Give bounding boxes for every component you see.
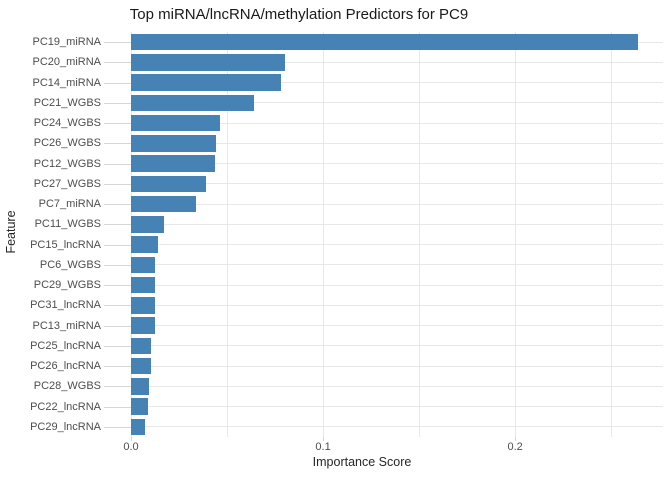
bar — [131, 337, 152, 355]
y-tick-label: PC14_miRNA — [32, 76, 101, 89]
x-tick-label: 0.2 — [507, 441, 523, 453]
y-tick-label: PC24_WGBS — [33, 117, 101, 130]
bar — [131, 398, 149, 415]
x-tick-mark — [514, 437, 516, 441]
x-tick-mark — [130, 437, 132, 441]
horizontal-gridline — [131, 203, 663, 205]
vertical-gridline — [322, 32, 324, 437]
y-tick-label: PC12_WGBS — [33, 157, 101, 170]
horizontal-gridline — [131, 406, 663, 408]
bar — [131, 256, 156, 274]
vertical-gridline — [514, 32, 516, 437]
bar — [131, 94, 255, 112]
bar — [131, 378, 150, 395]
bar — [131, 54, 285, 71]
bar — [131, 357, 151, 375]
y-tick-mark — [104, 123, 131, 125]
y-tick-mark — [104, 366, 131, 368]
y-tick-label: PC19_miRNA — [32, 36, 101, 49]
bar — [131, 317, 155, 334]
y-tick-label: PC15_lncRNA — [30, 238, 101, 251]
y-tick-label: PC7_miRNA — [38, 198, 101, 211]
y-tick-mark — [104, 102, 131, 104]
bar — [131, 418, 146, 436]
bar — [131, 195, 197, 213]
horizontal-gridline — [131, 345, 663, 347]
y-tick-mark — [104, 143, 131, 145]
horizontal-gridline — [131, 365, 663, 367]
y-tick-mark — [104, 244, 131, 246]
y-tick-mark — [104, 285, 131, 287]
y-tick-mark — [104, 62, 131, 64]
horizontal-gridline — [131, 61, 663, 63]
y-tick-label: PC21_WGBS — [33, 96, 101, 109]
y-tick-mark — [104, 264, 131, 266]
y-tick-mark — [104, 386, 131, 388]
horizontal-gridline — [131, 122, 663, 124]
y-tick-mark — [104, 325, 131, 327]
bar — [131, 155, 215, 172]
bar — [131, 297, 155, 314]
x-axis-title: Importance Score — [312, 455, 412, 469]
y-tick-label: PC26_lncRNA — [30, 360, 101, 373]
horizontal-gridline — [131, 325, 663, 327]
y-tick-mark — [104, 345, 131, 347]
y-tick-mark — [104, 163, 131, 165]
x-tick-label: 0.1 — [315, 441, 331, 453]
horizontal-gridline — [131, 223, 663, 225]
bar — [131, 175, 207, 193]
y-tick-mark — [104, 42, 131, 44]
horizontal-gridline — [131, 183, 663, 185]
horizontal-gridline — [131, 264, 663, 266]
y-tick-mark — [104, 82, 131, 84]
y-tick-label: PC22_lncRNA — [30, 400, 101, 413]
y-tick-label: PC26_WGBS — [33, 137, 101, 150]
horizontal-gridline — [131, 385, 663, 387]
bar — [131, 114, 221, 132]
horizontal-gridline — [131, 426, 663, 428]
bar — [131, 276, 156, 294]
y-tick-label: PC27_WGBS — [33, 177, 101, 190]
y-tick-label: PC6_WGBS — [39, 258, 101, 271]
bar — [131, 236, 158, 253]
y-tick-label: PC25_lncRNA — [30, 339, 101, 352]
horizontal-gridline — [131, 244, 663, 246]
x-tick-label: 0.0 — [123, 441, 139, 453]
y-tick-mark — [104, 406, 131, 408]
y-tick-label: PC29_WGBS — [33, 279, 101, 292]
bar — [131, 33, 639, 51]
y-tick-label: PC29_lncRNA — [30, 420, 101, 433]
x-tick-mark — [322, 437, 324, 441]
vertical-gridline — [418, 32, 420, 437]
vertical-gridline — [226, 32, 228, 437]
y-tick-mark — [104, 183, 131, 185]
y-tick-label: PC20_miRNA — [32, 56, 101, 69]
horizontal-gridline — [131, 163, 663, 165]
y-tick-mark — [104, 305, 131, 307]
plot-panel — [130, 32, 663, 437]
bar — [131, 74, 281, 91]
y-tick-label: PC31_lncRNA — [30, 299, 101, 312]
y-tick-label: PC28_WGBS — [33, 380, 101, 393]
horizontal-gridline — [131, 82, 663, 84]
horizontal-gridline — [131, 304, 663, 306]
bar — [131, 135, 216, 152]
y-tick-label: PC13_miRNA — [32, 319, 101, 332]
horizontal-gridline — [131, 142, 663, 144]
vertical-gridline — [610, 32, 612, 437]
vertical-gridline — [130, 32, 132, 437]
y-tick-mark — [104, 224, 131, 226]
chart-title: Top miRNA/lncRNA/methylation Predictors … — [129, 6, 469, 23]
y-tick-mark — [104, 426, 131, 428]
y-tick-mark — [104, 204, 131, 206]
bar — [131, 216, 165, 233]
y-tick-label: PC11_WGBS — [34, 218, 101, 231]
horizontal-gridline — [131, 102, 663, 104]
horizontal-gridline — [131, 284, 663, 286]
